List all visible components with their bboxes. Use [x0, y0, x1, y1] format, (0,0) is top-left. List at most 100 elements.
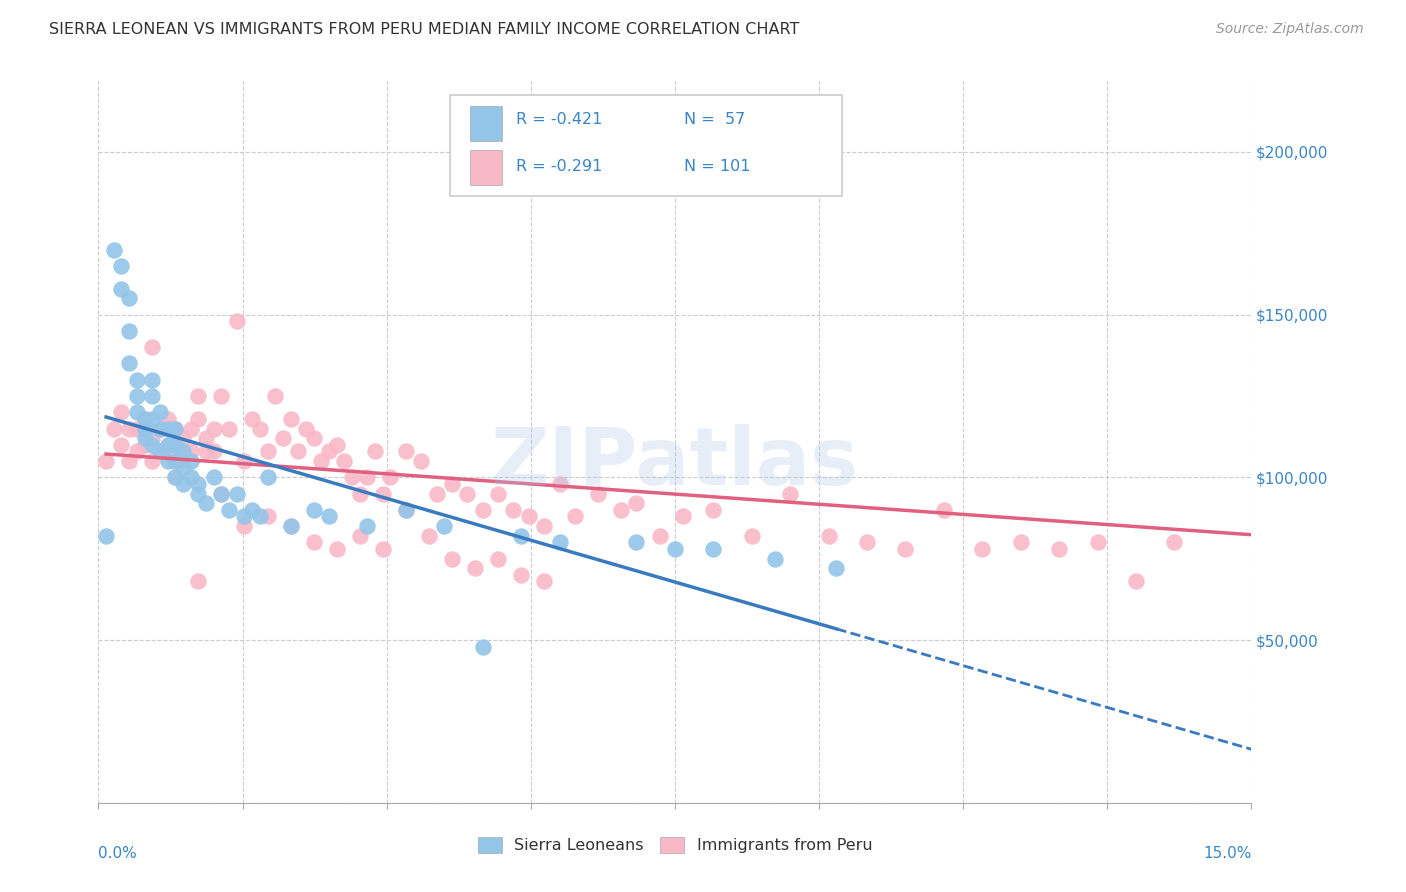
Point: [856, 535, 879, 549]
Text: Source: ZipAtlas.com: Source: ZipAtlas.com: [1216, 22, 1364, 37]
Point: [233, 519, 256, 533]
Point: [972, 541, 994, 556]
Point: [187, 574, 209, 589]
Point: [134, 431, 156, 445]
Point: [564, 509, 586, 524]
Point: [280, 519, 302, 533]
Point: [364, 444, 387, 458]
Point: [202, 421, 225, 435]
Text: 15.0%: 15.0%: [1204, 847, 1251, 861]
Point: [471, 640, 494, 654]
Point: [240, 503, 263, 517]
Point: [195, 444, 218, 458]
Point: [125, 444, 148, 458]
Point: [411, 454, 433, 468]
Point: [456, 486, 478, 500]
Point: [134, 411, 156, 425]
Point: [209, 486, 232, 500]
Point: [165, 444, 187, 458]
Point: [156, 438, 179, 452]
Point: [209, 389, 232, 403]
Point: [165, 470, 187, 484]
Point: [626, 535, 648, 549]
Point: [287, 444, 309, 458]
Point: [318, 444, 340, 458]
Point: [172, 431, 194, 445]
Point: [165, 421, 187, 435]
Point: [165, 454, 187, 468]
Point: [218, 503, 240, 517]
Point: [1087, 535, 1109, 549]
Point: [225, 486, 247, 500]
Point: [149, 421, 172, 435]
Point: [349, 529, 371, 543]
Point: [172, 460, 194, 475]
Point: [233, 509, 256, 524]
Point: [118, 421, 141, 435]
Point: [110, 438, 132, 452]
Text: R = -0.421: R = -0.421: [516, 112, 602, 128]
Point: [426, 486, 449, 500]
Point: [110, 405, 132, 419]
Point: [180, 444, 202, 458]
Point: [165, 470, 187, 484]
Text: ZIPatlas: ZIPatlas: [491, 425, 859, 502]
Point: [302, 535, 325, 549]
Point: [264, 389, 287, 403]
Point: [1163, 535, 1185, 549]
Bar: [470, 150, 502, 185]
Point: [141, 389, 163, 403]
Point: [1125, 574, 1147, 589]
Point: [165, 438, 187, 452]
Point: [172, 476, 194, 491]
Point: [486, 486, 509, 500]
Point: [180, 421, 202, 435]
Point: [302, 503, 325, 517]
Text: R = -0.291: R = -0.291: [516, 160, 602, 175]
Point: [349, 486, 371, 500]
Point: [517, 509, 540, 524]
Point: [311, 454, 333, 468]
Point: [141, 340, 163, 354]
Point: [440, 476, 463, 491]
Point: [125, 421, 148, 435]
Point: [218, 421, 240, 435]
Point: [325, 438, 347, 452]
Point: [1047, 541, 1070, 556]
Point: [325, 541, 347, 556]
Point: [103, 243, 125, 257]
Point: [1010, 535, 1032, 549]
Text: 0.0%: 0.0%: [98, 847, 138, 861]
Point: [141, 454, 163, 468]
Point: [195, 496, 218, 510]
Point: [418, 529, 440, 543]
Point: [356, 519, 378, 533]
Point: [395, 503, 418, 517]
Point: [149, 405, 172, 419]
Point: [156, 411, 179, 425]
Point: [894, 541, 917, 556]
Point: [94, 529, 117, 543]
Point: [741, 529, 763, 543]
Point: [333, 454, 356, 468]
Point: [586, 486, 609, 500]
Point: [932, 503, 955, 517]
Point: [180, 454, 202, 468]
Point: [295, 421, 318, 435]
Point: [165, 421, 187, 435]
Text: N = 101: N = 101: [685, 160, 751, 175]
Point: [702, 503, 724, 517]
Point: [141, 438, 163, 452]
Point: [187, 486, 209, 500]
Point: [271, 431, 294, 445]
Point: [671, 509, 693, 524]
Point: [118, 454, 141, 468]
Point: [548, 476, 571, 491]
Point: [202, 470, 225, 484]
Point: [118, 356, 141, 370]
Text: SIERRA LEONEAN VS IMMIGRANTS FROM PERU MEDIAN FAMILY INCOME CORRELATION CHART: SIERRA LEONEAN VS IMMIGRANTS FROM PERU M…: [49, 22, 800, 37]
Point: [125, 389, 148, 403]
Point: [225, 314, 247, 328]
Point: [502, 503, 524, 517]
Point: [118, 324, 141, 338]
